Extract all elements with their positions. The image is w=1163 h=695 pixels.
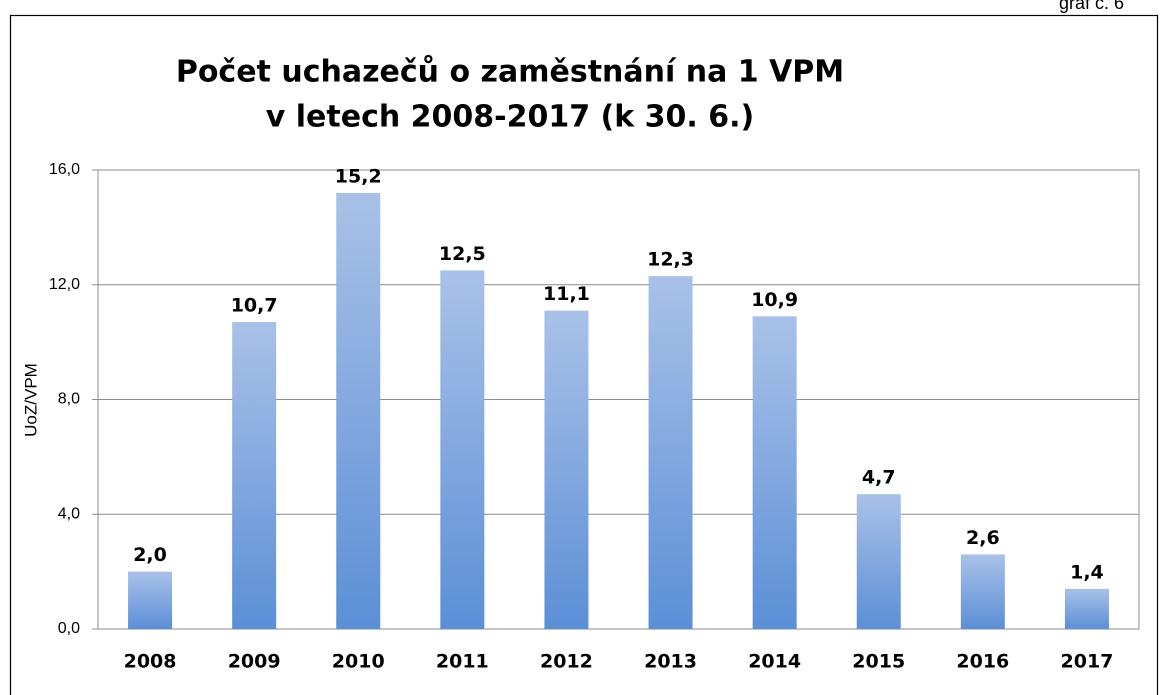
bar [336,192,381,629]
x-tick-label: 2016 [956,651,1009,673]
x-tick-label: 2015 [852,651,905,673]
x-tick-label: 2012 [540,651,593,673]
chart-title: Počet uchazečů o zaměstnání na 1 VPM [176,54,844,90]
value-label: 12,5 [439,243,486,265]
y-axis-label: UoZ/VPM [21,363,40,437]
x-tick-label: 2017 [1061,651,1114,673]
value-label: 2,6 [966,527,1000,549]
bar [648,276,693,629]
x-tick-label: 2014 [748,651,801,673]
chart-title: v letech 2008-2017 (k 30. 6.) [266,100,754,135]
x-tick-label: 2010 [332,651,385,673]
y-tick-label: 16,0 [49,161,80,178]
bar [752,316,797,629]
bar [856,494,901,629]
value-label: 11,1 [543,283,590,305]
x-tick-label: 2009 [228,651,281,673]
value-label: 4,7 [862,467,896,489]
value-label: 1,4 [1070,561,1104,583]
value-label: 10,7 [231,295,278,317]
x-tick-label: 2013 [644,651,697,673]
y-tick-label: 0,0 [58,620,80,637]
bar [232,322,277,629]
x-tick-label: 2011 [436,651,489,673]
y-tick-label: 4,0 [58,505,80,522]
y-tick-label: 12,0 [49,276,80,293]
bar [440,270,485,629]
corner-note: graf č. 6 [1059,0,1124,13]
bar [128,571,173,629]
bar [1064,588,1109,629]
value-label: 10,9 [751,289,798,311]
x-tick-label: 2008 [124,651,177,673]
value-label: 15,2 [335,165,382,187]
chart-border [9,14,1159,695]
y-tick-label: 8,0 [58,391,80,408]
bar [544,310,589,629]
bar [960,554,1005,629]
value-label: 2,0 [133,544,167,566]
value-label: 12,3 [647,249,694,271]
